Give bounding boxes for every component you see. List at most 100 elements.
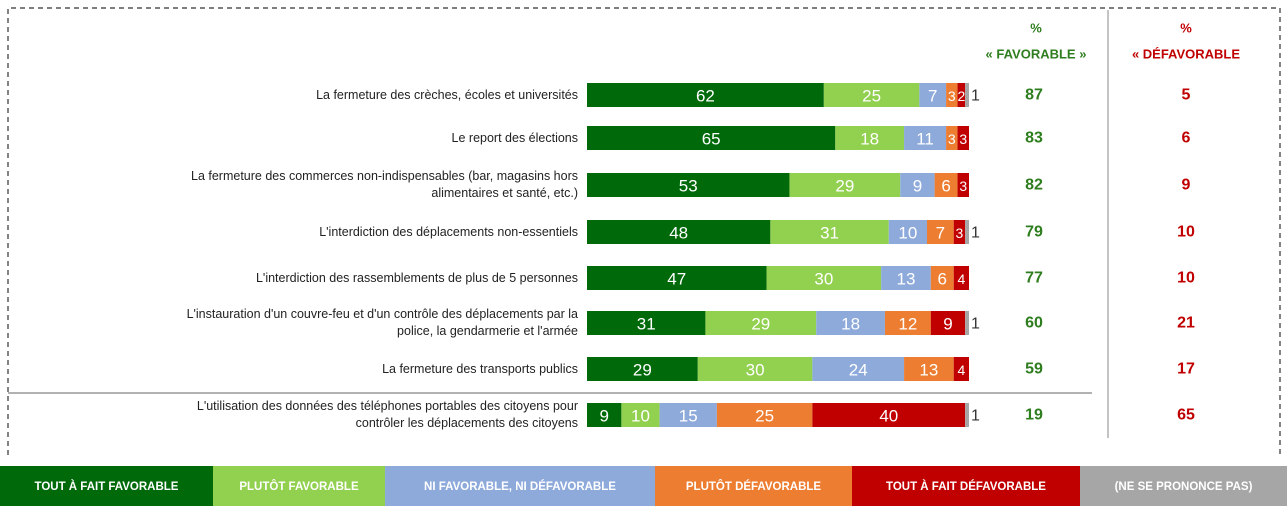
bar-segment xyxy=(812,357,905,381)
favorable-value: 82 xyxy=(1025,177,1043,194)
bar-segment xyxy=(957,83,966,107)
bar-segment xyxy=(587,266,767,290)
category-label: L'interdiction des déplacements non-esse… xyxy=(319,224,578,239)
favorable-value: 19 xyxy=(1025,407,1043,424)
bar-segment xyxy=(716,403,813,427)
favorable-value: 83 xyxy=(1025,130,1043,147)
category-label: La fermeture des crèches, écoles et univ… xyxy=(316,87,578,102)
value-label: 12 xyxy=(898,315,917,334)
bar-segment xyxy=(904,126,947,150)
value-label: 10 xyxy=(631,407,650,426)
favorable-value: 79 xyxy=(1025,224,1043,241)
bar-segment xyxy=(957,173,969,197)
legend-label: TOUT À FAIT FAVORABLE xyxy=(35,480,179,493)
fav-header: « FAVORABLE » xyxy=(986,47,1087,62)
value-label: 3 xyxy=(948,131,956,147)
value-label: 30 xyxy=(814,270,833,289)
bar-segment xyxy=(812,403,966,427)
category-label: Le report des élections xyxy=(451,130,578,145)
value-label: 53 xyxy=(679,177,698,196)
bar-segment xyxy=(930,311,966,335)
category-label: La fermeture des commerces non-indispens… xyxy=(191,169,578,200)
bar-segment xyxy=(934,173,958,197)
fav-header: % xyxy=(1030,21,1042,36)
value-label: 30 xyxy=(746,361,765,380)
legend-swatch xyxy=(852,466,1080,506)
value-label: 25 xyxy=(755,407,774,426)
value-label: 4 xyxy=(957,271,965,287)
bar-segment xyxy=(904,357,954,381)
bar-segment xyxy=(900,173,935,197)
favorable-value: 60 xyxy=(1025,315,1043,332)
bar-segment xyxy=(884,311,931,335)
legend-swatch xyxy=(385,466,655,506)
legend-label: PLUTÔT DÉFAVORABLE xyxy=(686,480,822,493)
defavorable-value: 10 xyxy=(1177,270,1195,287)
bar-segment xyxy=(823,83,920,107)
defav-header: « DÉFAVORABLE xyxy=(1132,47,1240,62)
bar-segment xyxy=(587,220,771,244)
value-label: 24 xyxy=(849,361,868,380)
bar-segment xyxy=(957,126,969,150)
bar-segment xyxy=(587,357,698,381)
bar-segment xyxy=(587,173,790,197)
value-label: 65 xyxy=(702,130,721,149)
bar-segment xyxy=(816,311,885,335)
value-label: 29 xyxy=(633,361,652,380)
value-label: 62 xyxy=(696,87,715,106)
legend-label: PLUTÔT FAVORABLE xyxy=(239,480,359,493)
value-label: 10 xyxy=(898,224,917,243)
value-label: 25 xyxy=(862,87,881,106)
defavorable-value: 6 xyxy=(1182,130,1191,147)
value-label: 2 xyxy=(957,88,965,104)
bar-segment xyxy=(946,83,958,107)
bar-segment xyxy=(965,220,969,244)
bar-segment xyxy=(587,403,622,427)
legend-swatch xyxy=(0,466,213,506)
bar-segment xyxy=(621,403,660,427)
bar-segment xyxy=(919,83,947,107)
bar-segment xyxy=(953,266,969,290)
bar-segment xyxy=(705,311,817,335)
value-label: 1 xyxy=(971,88,980,105)
bar-segment xyxy=(965,83,969,107)
value-label: 31 xyxy=(637,315,656,334)
bar-segment xyxy=(888,220,927,244)
value-label: 9 xyxy=(599,407,608,426)
bar-segment xyxy=(789,173,901,197)
value-label: 4 xyxy=(957,362,965,378)
legend-swatch xyxy=(1080,466,1287,506)
legend-label: (NE SE PRONONCE PAS) xyxy=(1115,481,1253,493)
value-label: 40 xyxy=(879,407,898,426)
value-label: 3 xyxy=(956,225,964,241)
value-label: 1 xyxy=(971,316,980,333)
value-label: 6 xyxy=(938,270,947,289)
value-label: 13 xyxy=(897,270,916,289)
value-label: 7 xyxy=(928,87,937,106)
defavorable-value: 10 xyxy=(1177,224,1195,241)
bar-segment xyxy=(930,266,954,290)
value-label: 9 xyxy=(913,177,922,196)
value-label: 48 xyxy=(669,224,688,243)
value-label: 3 xyxy=(948,88,956,104)
legend-swatch xyxy=(213,466,385,506)
bar-segment xyxy=(926,220,954,244)
category-label: L'instauration d'un couvre-feu et d'un c… xyxy=(186,307,578,338)
bar-segment xyxy=(965,403,969,427)
defavorable-value: 5 xyxy=(1182,87,1191,104)
value-label: 1 xyxy=(971,408,980,425)
value-label: 3 xyxy=(959,178,967,194)
value-label: 9 xyxy=(943,315,952,334)
category-label: La fermeture des transports publics xyxy=(382,361,578,376)
bar-segment xyxy=(587,126,836,150)
defavorable-value: 9 xyxy=(1182,177,1191,194)
category-label: L'utilisation des données des téléphones… xyxy=(196,399,578,430)
favorable-value: 87 xyxy=(1025,87,1043,104)
value-label: 11 xyxy=(916,130,934,149)
bar-segment xyxy=(946,126,958,150)
value-label: 18 xyxy=(841,315,860,334)
value-label: 1 xyxy=(971,225,980,242)
favorable-value: 77 xyxy=(1025,270,1043,287)
